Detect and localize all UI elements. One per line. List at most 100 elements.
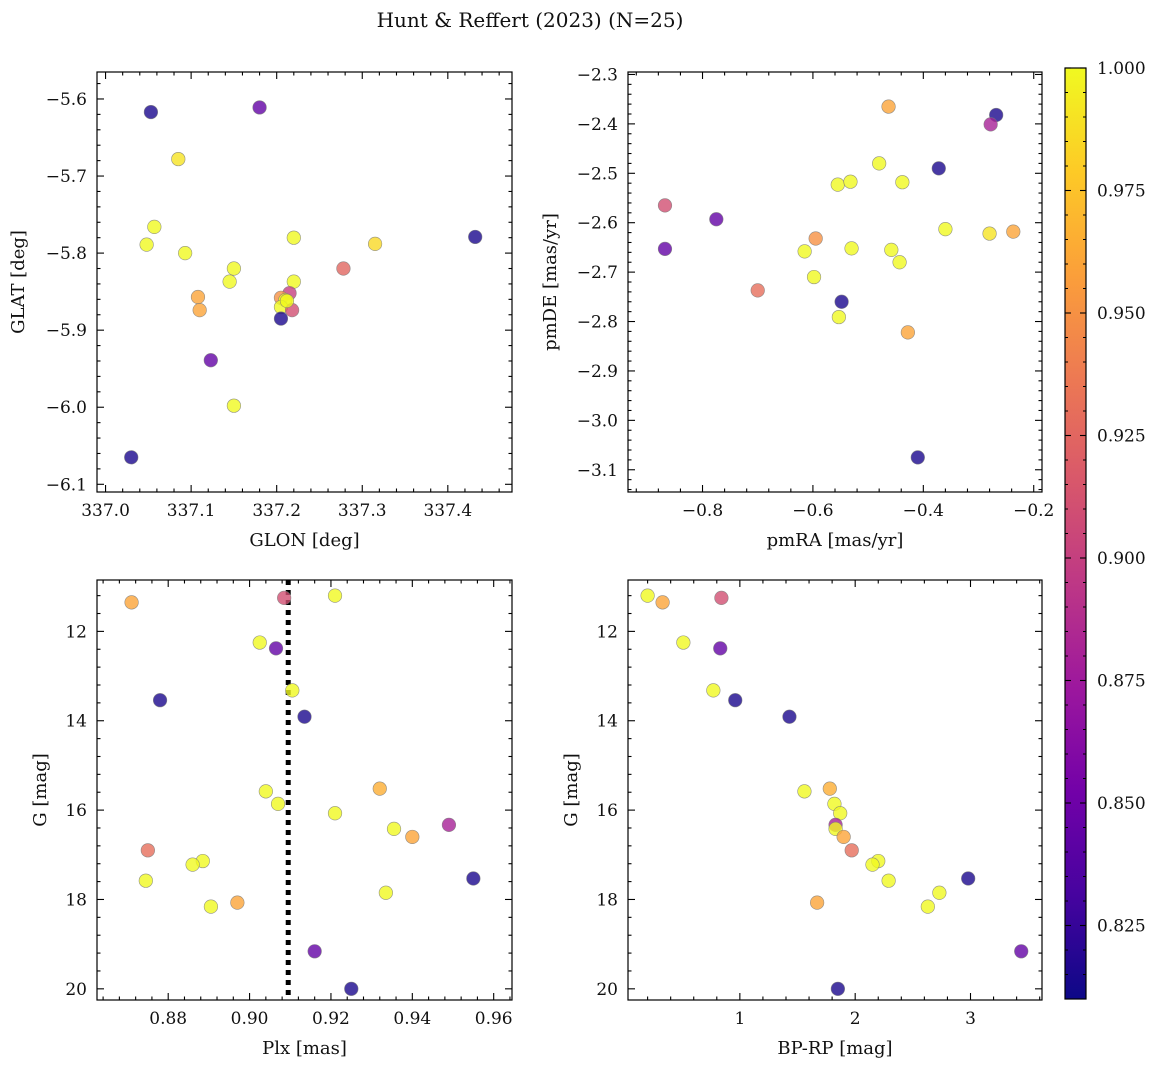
y-tick-label: 18 xyxy=(65,890,87,910)
y-axis-label: G [mag] xyxy=(561,753,582,826)
scatter-point xyxy=(143,104,159,120)
scatter-point xyxy=(252,635,267,650)
scatter-point xyxy=(895,175,910,190)
scatter-point xyxy=(931,161,946,176)
panels: 337.0 337.1 337.2 337.3 337.4 −6.1 −6.0 −5.9 −5.… xyxy=(8,65,1054,1059)
scatter-point xyxy=(192,303,207,318)
x-axis-label: GLON [deg] xyxy=(249,530,359,551)
scatter-point xyxy=(203,353,218,368)
scatter-point xyxy=(843,174,858,189)
scatter-point xyxy=(307,944,322,959)
scatter-point xyxy=(270,796,286,811)
y-tick-label: −2.8 xyxy=(577,313,618,333)
scatter-point xyxy=(797,244,812,259)
scatter-point xyxy=(938,222,953,237)
scatter-point xyxy=(405,829,420,845)
axis-ticks xyxy=(97,580,512,1000)
scatter-point xyxy=(713,641,728,656)
scatter-point xyxy=(797,784,812,799)
x-tick-label: −0.8 xyxy=(682,501,723,521)
y-axis-label: GLAT [deg] xyxy=(8,230,29,334)
scatter-point xyxy=(268,641,284,656)
y-tick-label: −2.9 xyxy=(577,362,618,382)
y-tick-label: −6.1 xyxy=(46,475,87,495)
scatter-point xyxy=(834,294,849,309)
x-tick-label: −0.2 xyxy=(1013,501,1054,521)
scatter-point xyxy=(203,899,219,914)
colorbar-tick-label: 0.825 xyxy=(1097,917,1146,937)
scatter-point xyxy=(327,588,343,603)
y-tick-label: −2.5 xyxy=(577,164,618,184)
colorbar-tick-label: 0.950 xyxy=(1097,304,1146,324)
x-axis-label: BP-RP [mag] xyxy=(777,1038,892,1059)
scatter-point xyxy=(138,873,153,888)
x-tick-label: 0.96 xyxy=(475,1009,513,1029)
scatter-panel-3: 0.88 0.90 0.92 0.94 0.96 12 14 16 18 20 Plx [mas] G… xyxy=(30,579,513,1059)
y-tick-label: 20 xyxy=(596,980,618,1000)
scatter-point xyxy=(657,241,673,256)
y-tick-label: 12 xyxy=(596,622,618,642)
x-tick-label: 0.94 xyxy=(393,1009,431,1029)
scatter-point xyxy=(297,709,312,724)
y-tick-label: −2.3 xyxy=(577,65,618,85)
scatter-panel-1: 337.0 337.1 337.2 337.3 337.4 −6.1 −6.0 −5.9 −5.… xyxy=(8,71,513,551)
x-tick-label: 2 xyxy=(850,1009,861,1029)
scatter-point xyxy=(147,219,162,234)
plot-frame xyxy=(627,71,1043,493)
scatter-point xyxy=(808,231,823,246)
y-tick-label: −3.0 xyxy=(577,411,618,431)
scatter-point xyxy=(982,226,997,241)
colorbar-frame xyxy=(1064,67,1087,1000)
scatter-point xyxy=(226,261,242,276)
y-tick-label: −5.6 xyxy=(46,90,87,110)
colorbar-tick-label: 0.975 xyxy=(1097,182,1146,202)
scatter-point xyxy=(277,590,292,605)
y-tick-label: 14 xyxy=(596,712,618,732)
x-tick-label: −0.6 xyxy=(792,501,833,521)
x-tick-label: −0.4 xyxy=(903,501,944,521)
scatter-point xyxy=(152,693,168,708)
scatter-point xyxy=(728,693,743,708)
y-tick-label: 16 xyxy=(65,801,87,821)
scatter-point xyxy=(171,151,186,167)
scatter-point xyxy=(655,595,670,610)
scatter-point xyxy=(676,635,691,650)
scatter-point xyxy=(1006,224,1021,239)
scatter-panel-2: −0.8 −0.6 −0.4 −0.2 −3.1 −3.0 −2.9 −2.8 −2.7 −2.6… xyxy=(540,65,1054,551)
y-axis-label: pmDE [mas/yr] xyxy=(540,213,561,351)
y-tick-label: −5.7 xyxy=(46,167,87,187)
colorbar-tick-label: 0.850 xyxy=(1097,794,1146,814)
axis-ticks xyxy=(628,72,1042,492)
scatter-point xyxy=(258,784,273,799)
scatter-point xyxy=(190,289,206,305)
scatter-point xyxy=(1014,944,1029,959)
scatter-point xyxy=(252,100,267,115)
scatter-point xyxy=(124,450,139,465)
scatter-point xyxy=(932,885,947,900)
scatter-point xyxy=(810,895,825,910)
scatter-point xyxy=(706,683,721,698)
axis-ticks xyxy=(97,72,512,492)
colorbar-tick-label: 1.000 xyxy=(1097,59,1146,79)
y-tick-label: −5.9 xyxy=(46,321,87,341)
scatter-point xyxy=(640,588,655,603)
scatter-point xyxy=(709,212,724,227)
scatter-point xyxy=(327,806,343,821)
scatter-point xyxy=(881,99,896,114)
scatter-point xyxy=(178,246,193,261)
colorbar-tick-label: 0.925 xyxy=(1097,427,1146,447)
scatter-point xyxy=(884,242,899,257)
scatter-point xyxy=(230,895,245,910)
scatter-point xyxy=(983,117,998,132)
x-tick-label: 0.88 xyxy=(149,1009,187,1029)
scatter-point xyxy=(124,595,139,610)
scatter-point xyxy=(836,829,851,845)
y-tick-label: 16 xyxy=(596,801,618,821)
plot-frame xyxy=(96,71,513,493)
scatter-point xyxy=(336,261,351,276)
plot-frame xyxy=(627,579,1043,1001)
scatter-point xyxy=(920,899,935,914)
plot-frame xyxy=(96,579,513,1001)
